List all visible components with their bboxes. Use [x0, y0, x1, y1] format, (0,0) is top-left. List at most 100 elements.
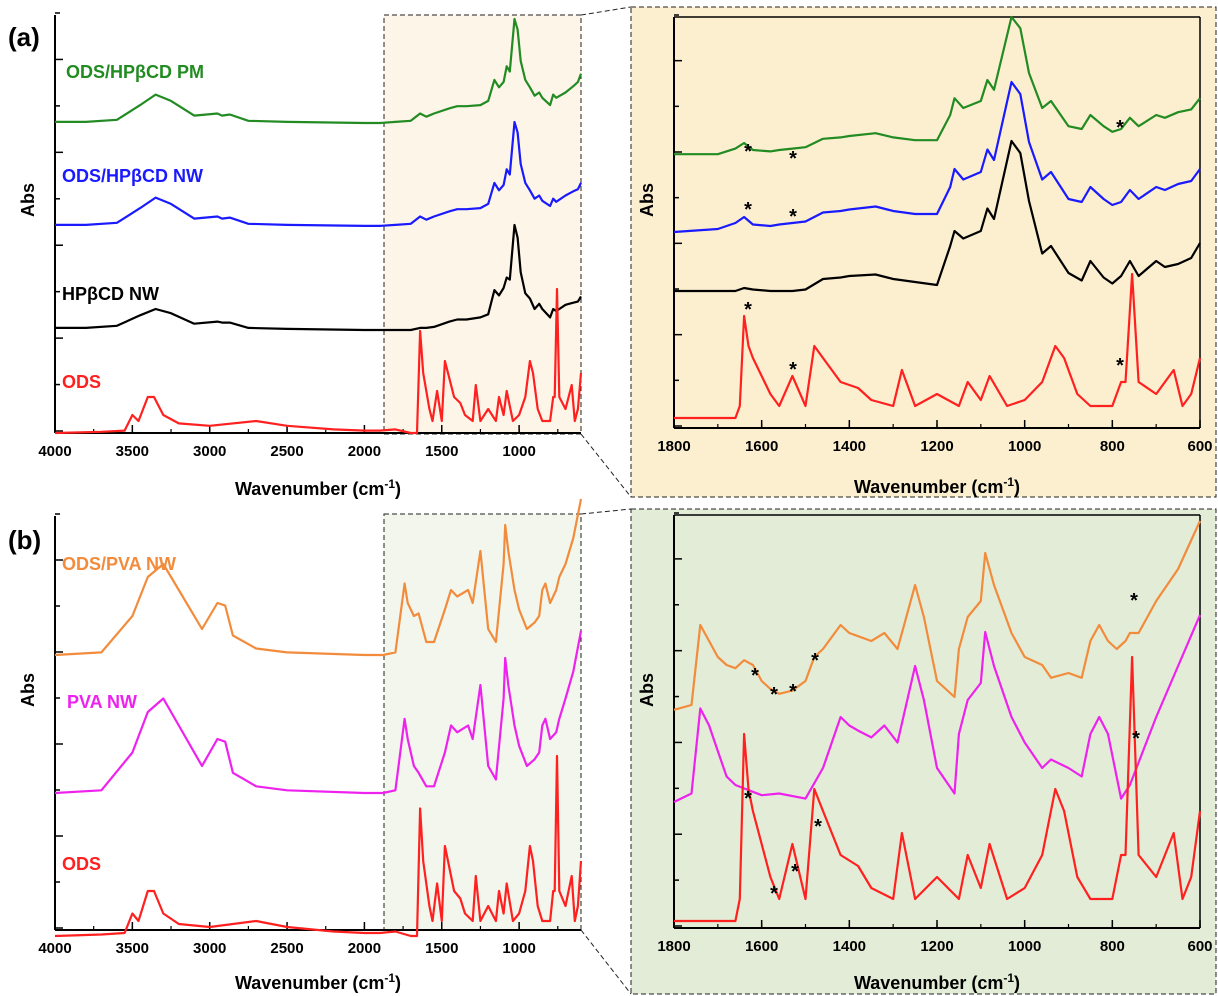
- peak-marker-star: *: [1116, 355, 1124, 377]
- x-tick-label: 3000: [193, 443, 226, 460]
- connector-line: [580, 6, 632, 16]
- series-label-ods-hp-cd-pm: ODS/HPβCD PM: [66, 62, 204, 82]
- x-tick-label: 1800: [657, 938, 690, 955]
- x-tick-label: 1200: [920, 938, 953, 955]
- x-axis-title: Wavenumber (cm-1): [235, 477, 401, 499]
- x-tick-label: 3500: [116, 443, 149, 460]
- x-axis-title-superscript: -1: [1003, 475, 1014, 489]
- peak-marker-star: *: [744, 199, 752, 221]
- chart-panel-a-zoom: 1800 1600 1400 1200 1000 800 600: [657, 14, 1213, 455]
- x-tick-label: 2500: [270, 940, 303, 957]
- series-line-ods: [674, 655, 1202, 923]
- x-axis-title: Wavenumber (cm-1): [854, 475, 1020, 497]
- x-tick-label: 3500: [116, 940, 149, 957]
- y-axis-title: Abs: [18, 183, 38, 217]
- peak-marker-star: *: [789, 681, 797, 703]
- x-axis-title-main: Wavenumber (cm: [854, 477, 1003, 497]
- chart-panel-a-full: 4000 3500 3000 2500 2000 1500 1000: [38, 12, 583, 460]
- x-tick-label: 1500: [425, 443, 458, 460]
- x-tick-label: 1600: [745, 938, 778, 955]
- x-axis-title-end: ): [395, 479, 401, 499]
- connector-line: [580, 508, 632, 515]
- zoom-region-highlight: [383, 513, 582, 931]
- series-line-ods-hp-cd-pm: [55, 17, 583, 125]
- series-label-ods: ODS: [62, 372, 101, 392]
- x-tick-label: 1000: [1008, 938, 1041, 955]
- series-line-hp-cd-nw: [674, 139, 1201, 293]
- x-axis-title: Wavenumber (cm-1): [235, 971, 401, 993]
- x-tick-label: 3000: [193, 940, 226, 957]
- zoom-region-highlight: [383, 14, 582, 435]
- y-axis-title: Abs: [637, 183, 657, 217]
- series-line-ods: [54, 287, 583, 435]
- peak-marker-star: *: [1116, 117, 1124, 139]
- x-tick-label: 600: [1187, 938, 1212, 955]
- x-tick-label: 2000: [348, 940, 381, 957]
- peak-marker-star: *: [744, 141, 752, 163]
- x-tick-label: 1400: [833, 938, 866, 955]
- zoom-frame-b: [630, 508, 1217, 995]
- connector-line: [580, 929, 632, 995]
- series-line-hp-cd-nw: [55, 223, 582, 332]
- x-tick-label: 600: [1187, 438, 1212, 455]
- peak-marker-star: *: [789, 359, 797, 381]
- series-label-ods-b: ODS: [62, 854, 101, 874]
- peak-marker-star: *: [814, 816, 822, 838]
- peak-marker-star: *: [1132, 728, 1140, 750]
- x-axis-title-end: ): [1014, 973, 1020, 993]
- peak-marker-star: *: [789, 148, 797, 170]
- series-label-ods-pva-nw-b: ODS/PVA NW: [62, 554, 176, 574]
- x-axis-title-end: ): [1014, 477, 1020, 497]
- x-axis-title-main: Wavenumber (cm: [854, 973, 1003, 993]
- series-label-pva-nw-b: PVA NW: [67, 692, 137, 712]
- x-tick-label: 1800: [657, 438, 690, 455]
- y-axis-title: Abs: [637, 673, 657, 707]
- x-tick-label: 1000: [502, 443, 535, 460]
- chart-panel-b-zoom: 1800 1600 1400 1200 1000 800 600: [657, 512, 1213, 955]
- x-tick-label: 1000: [502, 940, 535, 957]
- series-line-ods-hp-cd-pm: [674, 15, 1201, 156]
- series-line-ods: [674, 272, 1202, 420]
- x-axis-title-superscript: -1: [1003, 971, 1014, 985]
- zoom-frame-a: [630, 6, 1217, 498]
- connector-line: [580, 433, 632, 498]
- peak-marker-star: *: [744, 299, 752, 321]
- x-axis-title-end: ): [395, 973, 401, 993]
- series-line-ods-hp-cd-nw: [673, 80, 1201, 234]
- series-line-ods-pva-nw: [673, 520, 1202, 711]
- series-line-pva-nw: [54, 630, 583, 795]
- peak-marker-star: *: [789, 206, 797, 228]
- x-tick-label: 4000: [38, 940, 71, 957]
- panel-letter-b: (b): [8, 525, 41, 555]
- peak-marker-star: *: [811, 650, 819, 672]
- series-line-ods-hp-cd-nw: [55, 120, 582, 227]
- x-tick-label: 2500: [270, 443, 303, 460]
- series-line-ods: [54, 754, 583, 938]
- series-line-ods-pva-nw: [54, 498, 583, 657]
- x-tick-label: 1600: [745, 438, 778, 455]
- x-tick-label: 800: [1100, 938, 1125, 955]
- x-tick-label: 1200: [920, 438, 953, 455]
- y-axis-title: Abs: [18, 673, 38, 707]
- series-label-hp-cd-nw: HPβCD NW: [62, 284, 159, 304]
- panel-letter-a: (a): [8, 22, 40, 52]
- x-tick-label: 800: [1100, 438, 1125, 455]
- x-axis-title-main: Wavenumber (cm: [235, 479, 384, 499]
- peak-marker-star: *: [751, 665, 759, 687]
- series-line-pva-nw: [673, 614, 1202, 803]
- chart-panel-b-full: 4000 3500 3000 2500 2000 1500 1000: [38, 498, 583, 957]
- x-tick-label: 1400: [833, 438, 866, 455]
- x-axis-title-main: Wavenumber (cm: [235, 973, 384, 993]
- peak-marker-star: *: [1130, 590, 1138, 612]
- x-tick-label: 2000: [348, 443, 381, 460]
- x-axis-title-superscript: -1: [384, 971, 395, 985]
- x-tick-label: 1500: [425, 940, 458, 957]
- series-label-ods-hp-cd-nw: ODS/HPβCD NW: [62, 166, 203, 186]
- x-axis-title: Wavenumber (cm-1): [854, 971, 1020, 993]
- peak-marker-star: *: [770, 684, 778, 706]
- peak-marker-star: *: [744, 788, 752, 810]
- x-tick-label: 1000: [1008, 438, 1041, 455]
- x-axis-title-superscript: -1: [384, 477, 395, 491]
- x-tick-label: 4000: [38, 443, 71, 460]
